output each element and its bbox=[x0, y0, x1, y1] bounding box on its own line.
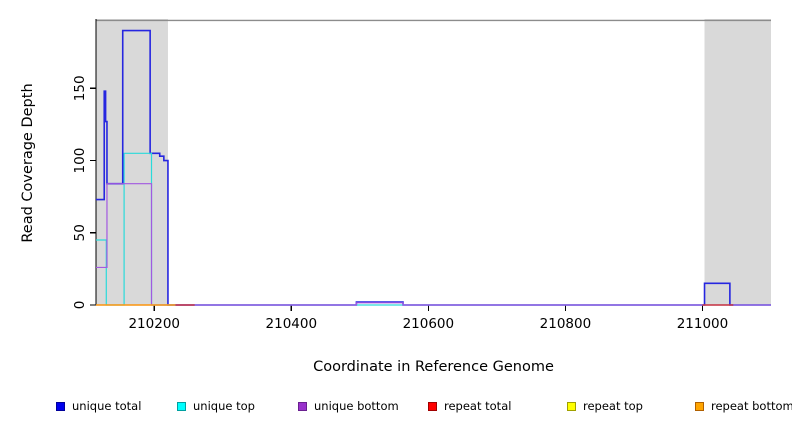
legend-item-repeat-top: repeat top bbox=[567, 396, 643, 416]
legend-item-repeat-total: repeat total bbox=[428, 396, 511, 416]
legend-label: unique total bbox=[72, 399, 142, 413]
series-unique-top bbox=[96, 152, 771, 306]
legend-label: repeat top bbox=[583, 399, 643, 413]
series-unique-bottom bbox=[96, 183, 771, 306]
legend-swatch-icon bbox=[567, 401, 576, 411]
legend-item-repeat-bottom: repeat bottom bbox=[695, 396, 792, 416]
legend-swatch-icon bbox=[177, 401, 186, 411]
x-tick-label: 211000 bbox=[677, 316, 729, 332]
legend-swatch-icon bbox=[298, 401, 307, 411]
legend-label: repeat total bbox=[444, 399, 512, 413]
x-tick-label: 210200 bbox=[128, 316, 180, 332]
legend-item-unique-total: unique total bbox=[56, 396, 141, 416]
legend-item-unique-top: unique top bbox=[177, 396, 255, 416]
legend: unique total unique top unique bottom repea… bbox=[0, 396, 792, 420]
legend-label: repeat bottom bbox=[711, 399, 792, 413]
legend-swatch-icon bbox=[56, 401, 65, 411]
repeat-region-shading bbox=[96, 19, 168, 305]
legend-swatch-icon bbox=[428, 401, 437, 411]
y-tick-label: 150 bbox=[72, 75, 88, 101]
x-axis-title: Coordinate in Reference Genome bbox=[313, 359, 554, 375]
series-unique-total bbox=[96, 29, 771, 306]
y-tick-label: 0 bbox=[72, 301, 88, 310]
legend-label: unique bottom bbox=[314, 399, 399, 413]
legend-swatch-icon bbox=[695, 401, 704, 411]
repeat-region-shading bbox=[704, 19, 771, 305]
legend-item-unique-bottom: unique bottom bbox=[298, 396, 399, 416]
y-tick-label: 50 bbox=[72, 224, 88, 241]
x-tick-label: 210800 bbox=[540, 316, 592, 332]
x-tick-label: 210600 bbox=[403, 316, 455, 332]
legend-label: unique top bbox=[193, 399, 255, 413]
x-tick-label: 210400 bbox=[266, 316, 318, 332]
y-axis-title: Read Coverage Depth bbox=[20, 83, 36, 243]
y-tick-label: 100 bbox=[72, 148, 88, 174]
